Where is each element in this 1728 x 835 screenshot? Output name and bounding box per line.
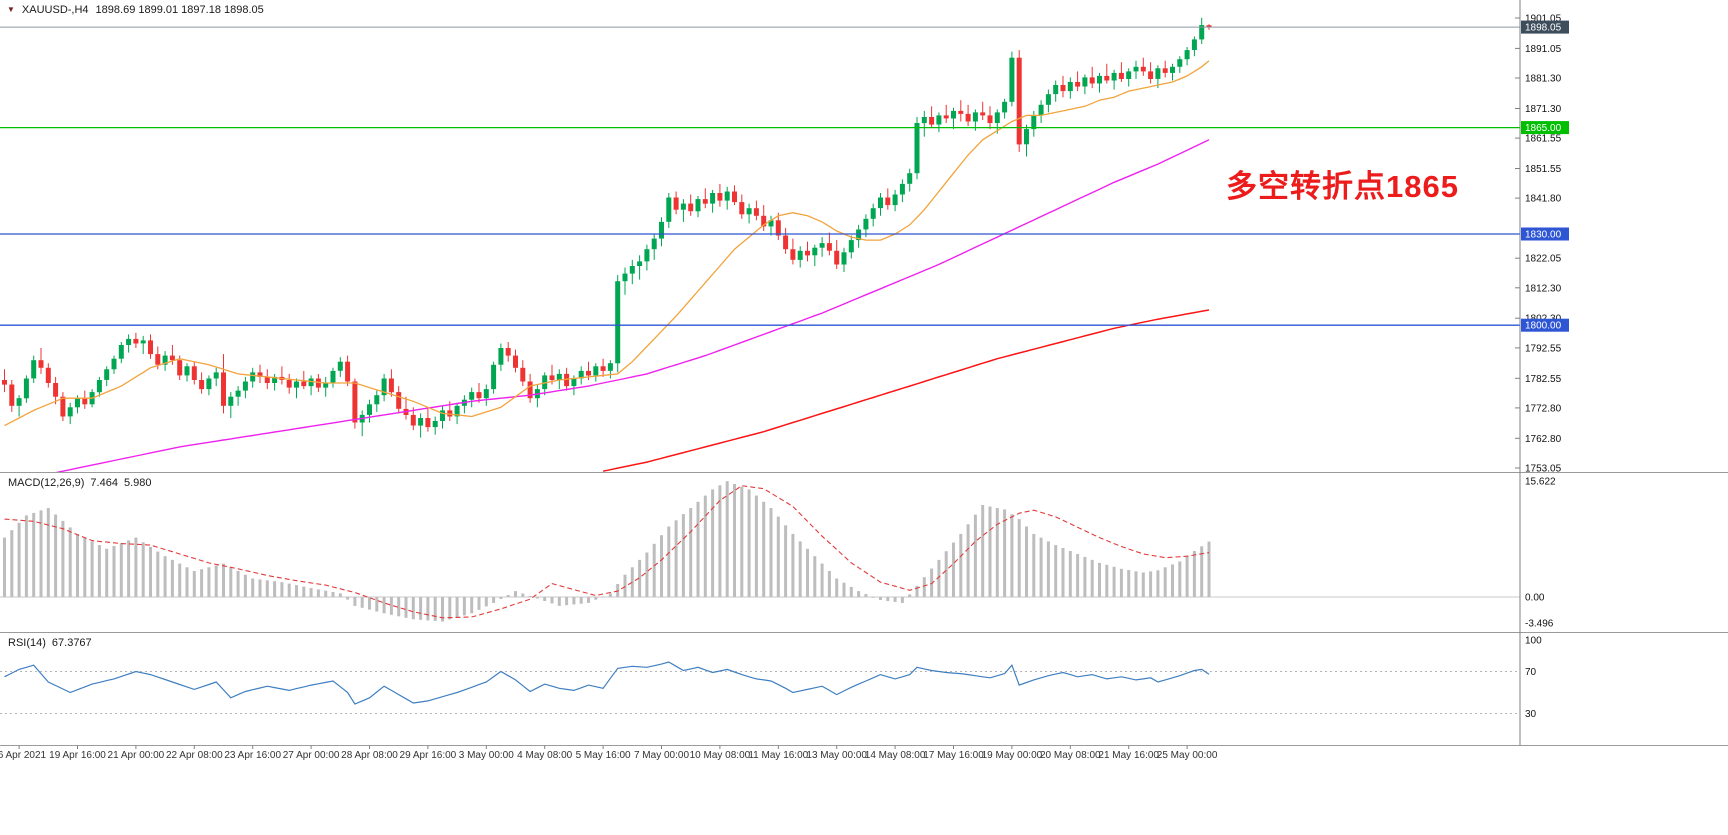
price-tick-label: 1851.55	[1525, 164, 1562, 175]
rsi-name: RSI(14)	[8, 637, 46, 649]
horizontal-level-lines[interactable]	[0, 126, 1520, 326]
current-price-tag-label: 1898.05	[1525, 23, 1562, 34]
time-axis-label: 7 May 00:00	[634, 750, 689, 761]
price-tick-label: 1782.55	[1525, 374, 1562, 385]
rsi-tick-label: 100	[1525, 636, 1542, 647]
symbol-marker-icon: ▼	[7, 5, 15, 14]
macd-name: MACD(12,26,9)	[8, 477, 85, 489]
time-axis-label: 21 May 16:00	[1098, 750, 1159, 761]
time-axis-label: 25 May 00:00	[1157, 750, 1218, 761]
ma-mid-line	[50, 139, 1210, 473]
price-tick-label: 1753.05	[1525, 464, 1562, 475]
time-axis-label: 10 May 08:00	[690, 750, 751, 761]
current-price-tag	[1521, 20, 1569, 34]
price-tick-label: 1891.05	[1525, 44, 1562, 55]
rsi-tick-label: 30	[1525, 709, 1537, 720]
main-price-panel	[2, 17, 1212, 473]
macd-indicator-label: MACD(12,26,9) 7.464 5.980	[8, 477, 151, 489]
price-tick-label: 1772.80	[1525, 403, 1562, 414]
macd-histogram	[3, 481, 1211, 622]
macd-panel	[0, 481, 1520, 622]
ohlc-values: 1898.69 1899.01 1897.18 1898.05	[95, 4, 264, 16]
time-axis-label: 20 May 08:00	[1040, 750, 1101, 761]
time-axis-label: 28 Apr 08:00	[341, 750, 398, 761]
time-axis-label: 22 Apr 08:00	[166, 750, 223, 761]
level-price-tag-label: 1800.00	[1525, 321, 1562, 332]
time-axis-label: 19 May 00:00	[982, 750, 1043, 761]
time-axis-label: 16 Apr 2021	[0, 750, 47, 761]
rsi-line	[4, 661, 1210, 705]
time-axis-label: 21 Apr 00:00	[108, 750, 165, 761]
rsi-tick-label: 70	[1525, 667, 1537, 678]
time-axis-label: 29 Apr 16:00	[400, 750, 457, 761]
price-tick-label: 1861.55	[1525, 134, 1562, 145]
level-price-tag	[1521, 227, 1569, 241]
level-price-tag	[1521, 318, 1569, 332]
rsi-indicator-label: RSI(14) 67.3767	[8, 637, 92, 649]
macd-signal-value: 5.980	[123, 477, 152, 489]
ma-slow-line	[602, 309, 1210, 472]
macd-main-value: 7.464	[90, 477, 118, 489]
time-axis-label: 11 May 16:00	[748, 750, 808, 761]
annotation-text: 多空转折点1865	[1226, 169, 1459, 204]
time-axis-label: 13 May 00:00	[806, 750, 867, 761]
time-axis-label: 3 May 00:00	[459, 750, 514, 761]
price-tick-label: 1881.30	[1525, 74, 1562, 85]
symbol-timeframe-label: XAUUSD-,H4	[21, 4, 89, 16]
rsi-value: 67.3767	[51, 637, 92, 649]
macd-tick-label: 0.00	[1525, 593, 1545, 604]
macd-tick-label: 15.622	[1525, 477, 1556, 488]
time-axis-label: 14 May 08:00	[865, 750, 926, 761]
level-price-tag-label: 1865.00	[1525, 123, 1562, 134]
time-axis-label: 4 May 08:00	[517, 750, 572, 761]
time-axis-label: 17 May 16:00	[923, 750, 984, 761]
time-axis-label: 27 Apr 00:00	[283, 750, 340, 761]
price-tick-label: 1792.55	[1525, 343, 1562, 354]
price-tick-label: 1822.05	[1525, 254, 1562, 265]
time-axis-label: 23 Apr 16:00	[224, 750, 281, 761]
price-tick-label: 1901.05	[1525, 14, 1562, 25]
price-tick-label: 1812.30	[1525, 283, 1562, 294]
price-tick-label: 1762.80	[1525, 434, 1562, 445]
level-price-tag	[1521, 121, 1569, 135]
ma-fast-line	[4, 60, 1210, 427]
price-tick-label: 1871.30	[1525, 104, 1562, 115]
level-price-tag-label: 1830.00	[1525, 230, 1562, 241]
chart-header: ▼ XAUUSD-,H4 1898.69 1899.01 1897.18 189…	[7, 4, 264, 16]
macd-tick-label: -3.496	[1525, 618, 1554, 629]
macd-signal-line	[4, 485, 1210, 619]
price-axis[interactable]: 1901.05 1891.05 1881.30 1871.30 1861.55 1851.…	[1515, 0, 1569, 745]
time-axis-label: 5 May 16:00	[576, 750, 631, 761]
price-tick-label: 1841.80	[1525, 194, 1562, 205]
time-axis-label: 19 Apr 16:00	[49, 750, 106, 761]
rsi-panel	[0, 661, 1520, 714]
